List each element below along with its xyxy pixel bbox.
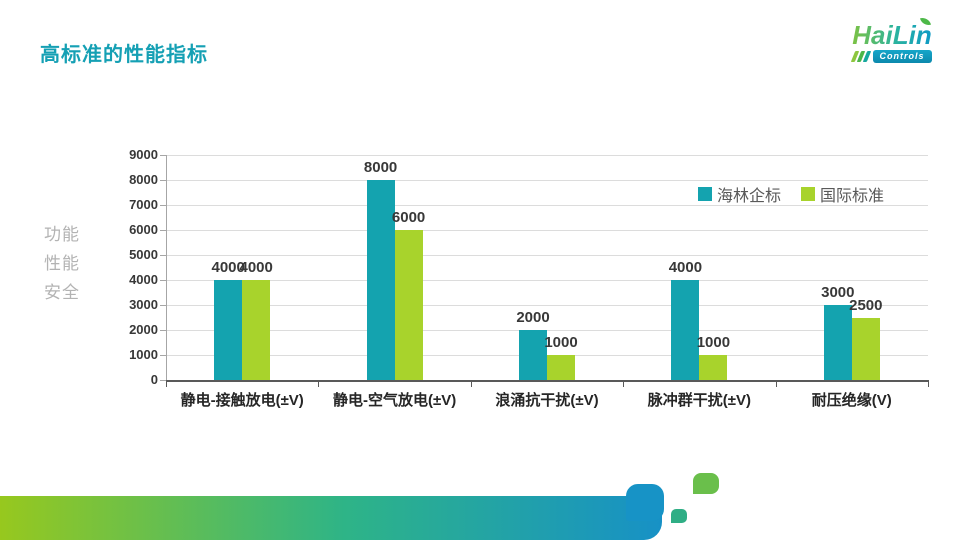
x-axis-category-label: 浪涌抗干扰(±V) [495, 392, 599, 409]
y-axis-tick-label: 5000 [129, 247, 158, 262]
bar-data-label: 4000 [211, 259, 245, 276]
bar-data-label: 4000 [239, 259, 273, 276]
y-axis-tick [160, 355, 166, 356]
legend-item: 国际标准 [801, 182, 884, 206]
y-axis-tick [160, 230, 166, 231]
bar [547, 355, 575, 380]
y-axis-tick-label: 4000 [129, 272, 158, 287]
legend-label: 国际标准 [820, 188, 885, 205]
x-axis-category-label: 静电-接触放电(±V) [180, 392, 304, 409]
x-axis-tick [928, 380, 929, 387]
logo-controls-badge: Controls [872, 50, 932, 64]
chart-gridline [166, 180, 928, 181]
x-axis-tick [470, 380, 472, 387]
page-title: 高标准的性能指标 [40, 44, 208, 66]
bar-data-label: 8000 [363, 159, 398, 176]
deco-green-leaf [693, 473, 719, 494]
bar [851, 317, 880, 380]
bar-data-label: 1000 [544, 334, 578, 351]
x-axis-category-label: 耐压绝缘(V) [811, 392, 892, 409]
side-label-line: 性能 [44, 254, 80, 273]
bar-data-label: 4000 [668, 259, 703, 276]
bar [214, 280, 243, 380]
legend-label: 海林企标 [717, 188, 782, 205]
x-axis-tick [318, 380, 320, 387]
bar [242, 280, 271, 380]
y-axis-tick [160, 205, 166, 206]
bar-data-label: 2500 [849, 296, 883, 314]
y-axis-tick-label: 3000 [129, 297, 158, 312]
y-axis-tick-label: 0 [150, 372, 158, 387]
y-axis-tick [160, 305, 166, 306]
y-axis-tick-label: 7000 [129, 197, 158, 212]
side-label-line: 安全 [44, 283, 80, 302]
deco-teal-square [626, 484, 664, 521]
bottom-gradient-band [0, 496, 662, 540]
bar-data-label: 2000 [516, 309, 550, 326]
y-axis-tick-label: 2000 [129, 322, 158, 337]
chart-gridline [166, 230, 928, 231]
y-axis-tick [160, 255, 166, 256]
x-axis-tick [166, 380, 167, 387]
bar [366, 180, 395, 380]
chart-gridline [166, 205, 928, 206]
bar [671, 280, 700, 380]
chart-legend: 海林企标 国际标准 [698, 182, 884, 206]
y-axis-tick [160, 280, 166, 281]
x-axis-category-label: 脉冲群干扰(±V) [647, 392, 751, 409]
bar [519, 330, 547, 380]
bar-data-label: 3000 [821, 284, 855, 301]
legend-swatch-icon [801, 187, 816, 201]
chart-gridline [166, 280, 928, 281]
x-axis-line [166, 380, 929, 382]
legend-swatch-icon [698, 187, 712, 201]
axis-side-label: 功能 性能 安全 [44, 220, 84, 307]
y-axis-tick [160, 380, 166, 381]
y-axis-line [166, 155, 167, 380]
chart-gridline [166, 305, 928, 306]
logo-subline: Controls [842, 50, 942, 64]
deco-small-square [671, 509, 687, 523]
chart-gridline [166, 255, 928, 256]
y-axis-tick-label: 1000 [129, 347, 158, 362]
y-axis-tick [160, 155, 166, 156]
hailin-logo: HaiLin Controls [842, 15, 942, 64]
y-axis-tick [160, 180, 166, 181]
bar-data-label: 6000 [391, 209, 426, 226]
x-axis-tick [623, 380, 625, 387]
chart-gridline [166, 155, 928, 156]
bar-data-label: 1000 [696, 334, 731, 351]
bar [823, 305, 852, 380]
y-axis-tick-label: 6000 [129, 222, 158, 237]
legend-item: 海林企标 [698, 182, 781, 206]
x-axis-category-label: 静电-空气放电(±V) [332, 392, 457, 409]
bar [699, 355, 728, 380]
y-axis-tick-label: 8000 [129, 172, 158, 187]
side-label-line: 功能 [44, 225, 80, 244]
chart-gridline [166, 330, 928, 331]
x-axis-tick [775, 380, 777, 387]
y-axis-tick-label: 9000 [129, 147, 158, 162]
y-axis-tick [160, 330, 166, 331]
bar [394, 230, 423, 380]
